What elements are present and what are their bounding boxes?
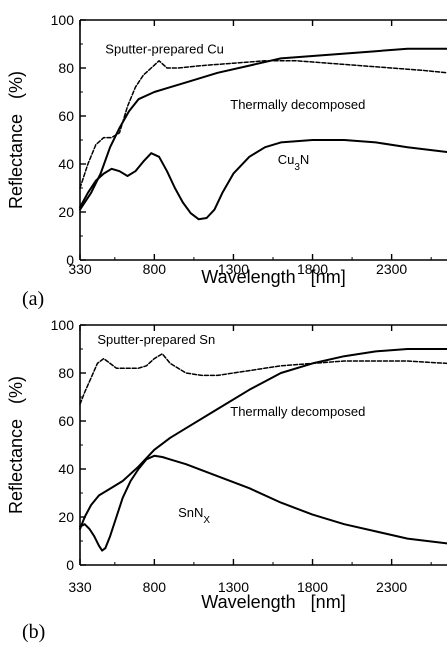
- panel-a-annotation-3: Cu3N: [278, 152, 310, 173]
- panel-a-annotation-1: Sputter-prepared Cu: [105, 42, 224, 57]
- panel-a-x-tick-label: 1800: [297, 261, 328, 277]
- panel-b-series-line-1: [79, 353, 447, 405]
- panel-a-y-tick-label: 40: [58, 156, 74, 172]
- panel-a-x-tick-label: 330: [68, 261, 92, 277]
- chart-panel-a: 0 20 40 60 80 100 330 800 1300 1800 2300 Wavelength…: [6, 12, 447, 310]
- panel-a-panel-label: (a): [22, 288, 44, 310]
- panel-b-y-tick-label: 0: [66, 557, 74, 573]
- panel-a-series-line-1: [79, 60, 447, 189]
- panel-a-y-tick-label: 60: [58, 108, 74, 124]
- panel-b-x-tick-label: 800: [143, 579, 167, 595]
- panel-b-x-tick-label: 1800: [297, 579, 328, 595]
- panel-a-y-tick-label: 0: [66, 252, 74, 268]
- panel-a-x-tick-label: 800: [143, 261, 167, 277]
- panel-b-y-tick-label: 20: [58, 509, 74, 525]
- panel-a-series-line-2: [79, 47, 447, 211]
- panel-a-series-line-3: [79, 139, 447, 221]
- panel-b-annotation-subscript: X: [203, 515, 210, 526]
- panel-a-y-axis-label: Reflectance (%): [6, 71, 26, 209]
- panel-a-y-tick-label: 20: [58, 204, 74, 220]
- panel-b-y-tick-label: 100: [51, 317, 75, 333]
- chart-panel-b: 0 20 40 60 80 100 330 800 1300 1800 2300 Wavelength…: [6, 317, 447, 643]
- panel-a-y-tick-label: 80: [58, 60, 74, 76]
- panel-b-y-tick-label: 60: [58, 413, 74, 429]
- panel-b-annotation-2: Thermally decomposed: [230, 404, 365, 419]
- panel-a-annotation-subscript: 3: [294, 162, 300, 173]
- panel-b-y-axis-label: Reflectance (%): [6, 376, 26, 514]
- panel-b-series-line-3: [79, 454, 447, 552]
- panel-a-x-tick-label: 2300: [376, 261, 407, 277]
- panel-a-annotation-2: Thermally decomposed: [230, 97, 365, 112]
- panel-b-annotation-1: Sputter-prepared Sn: [97, 332, 215, 347]
- panel-b-x-axis-label: Wavelength [nm]: [201, 592, 345, 612]
- panel-a-y-tick-label: 100: [51, 12, 75, 28]
- panel-b-x-tick-label: 1300: [218, 579, 249, 595]
- panel-b-y-tick-label: 40: [58, 461, 74, 477]
- panel-b-x-tick-label: 2300: [376, 579, 407, 595]
- panel-a-x-tick-label: 1300: [218, 261, 249, 277]
- panel-b-y-tick-label: 80: [58, 365, 74, 381]
- panel-b-annotation-3: SnNX: [178, 505, 210, 526]
- panel-a-x-axis-label: Wavelength [nm]: [201, 267, 345, 287]
- panel-a-annotation-suffix: N: [300, 152, 309, 167]
- panel-b-series-line-2: [79, 348, 447, 530]
- panel-b-x-tick-label: 330: [68, 579, 92, 595]
- panel-b-panel-label: (b): [22, 621, 45, 643]
